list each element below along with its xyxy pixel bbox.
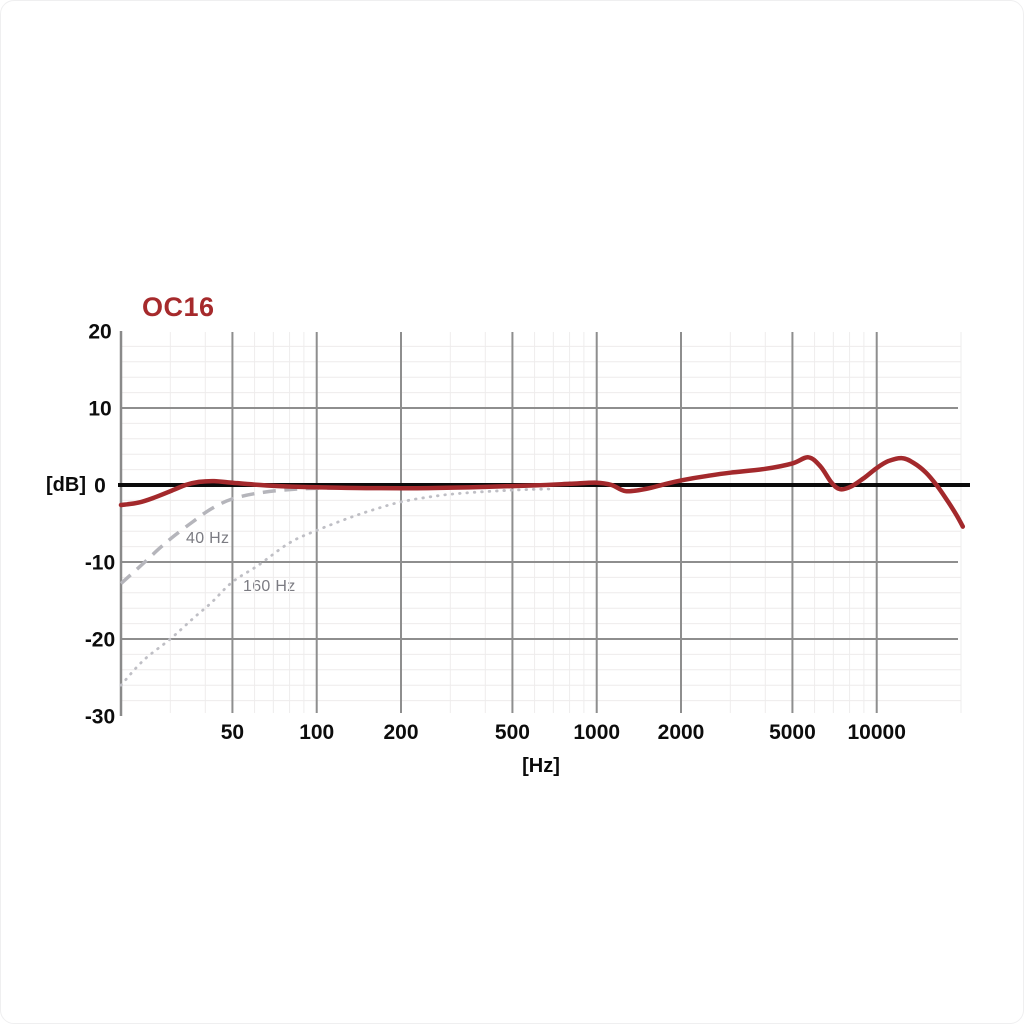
x-tick-label: 100 (299, 721, 334, 744)
lowcut-160hz-label: 160 Hz (243, 578, 296, 595)
x-tick-label: 200 (383, 721, 418, 744)
lowcut-40hz-curve (119, 485, 349, 585)
x-tick-label: 1000 (573, 721, 620, 744)
y-tick-label: 0 (94, 475, 106, 498)
chart-title: OC16 (142, 292, 215, 322)
x-tick-label: 2000 (658, 721, 705, 744)
lowcut-160hz-curve (119, 487, 555, 687)
y-tick-label: -30 (85, 706, 115, 729)
oc16-curve (118, 455, 966, 529)
x-tick-label: 5000 (769, 721, 816, 744)
y-tick-label: 20 (88, 321, 111, 344)
x-tick-label: 10000 (848, 721, 906, 744)
x-axis-unit-label: [Hz] (522, 755, 560, 777)
x-tick-label: 50 (221, 721, 244, 744)
y-tick-label: -20 (85, 629, 115, 652)
y-axis-unit-label: [dB] (46, 474, 86, 496)
x-tick-label: 500 (495, 721, 530, 744)
lowcut-40hz-label: 40 Hz (186, 530, 230, 547)
y-tick-label: 10 (88, 398, 111, 421)
y-tick-label: -10 (85, 552, 115, 575)
